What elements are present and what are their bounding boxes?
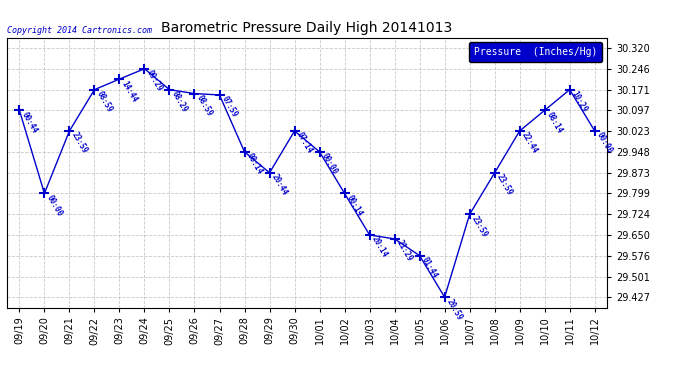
Text: Copyright 2014 Cartronics.com: Copyright 2014 Cartronics.com <box>7 26 152 35</box>
Text: 21:29: 21:29 <box>395 239 414 263</box>
Text: 20:14: 20:14 <box>370 235 389 260</box>
Text: 07:14: 07:14 <box>295 131 314 156</box>
Text: 08:14: 08:14 <box>544 110 564 135</box>
Text: 08:14: 08:14 <box>244 152 264 176</box>
Text: 00:00: 00:00 <box>44 194 63 218</box>
Text: 07:59: 07:59 <box>219 95 239 120</box>
Text: 23:59: 23:59 <box>70 131 89 156</box>
Text: 22:44: 22:44 <box>520 131 539 156</box>
Text: 14:44: 14:44 <box>119 79 139 104</box>
Text: 00:00: 00:00 <box>595 131 614 156</box>
Title: Barometric Pressure Daily High 20141013: Barometric Pressure Daily High 20141013 <box>161 21 453 35</box>
Text: 20:59: 20:59 <box>444 297 464 322</box>
Text: 10:29: 10:29 <box>570 90 589 114</box>
Text: 01:44: 01:44 <box>420 256 439 280</box>
Text: 09:29: 09:29 <box>144 69 164 93</box>
Text: 00:00: 00:00 <box>319 152 339 176</box>
Text: 08:29: 08:29 <box>170 90 189 114</box>
Text: 23:59: 23:59 <box>495 173 514 197</box>
Text: 20:44: 20:44 <box>270 173 289 197</box>
Text: 23:59: 23:59 <box>470 214 489 239</box>
Legend: Pressure  (Inches/Hg): Pressure (Inches/Hg) <box>469 42 602 62</box>
Text: 08:59: 08:59 <box>95 90 114 114</box>
Text: 00:14: 00:14 <box>344 194 364 218</box>
Text: 00:44: 00:44 <box>19 110 39 135</box>
Text: 08:59: 08:59 <box>195 94 214 118</box>
